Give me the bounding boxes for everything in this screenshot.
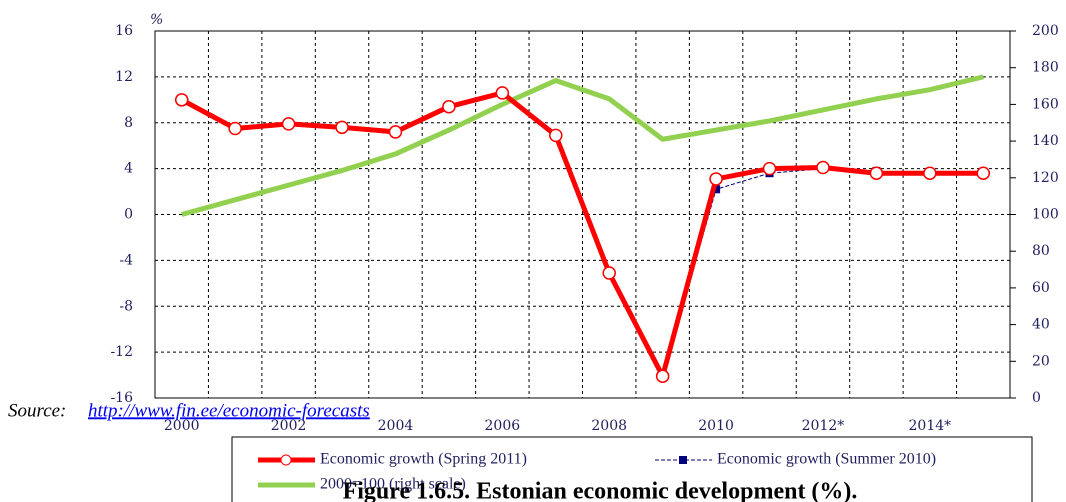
y2-tick-label: 100	[1032, 207, 1059, 223]
point	[495, 86, 510, 100]
y2-tick-label: 40	[1032, 317, 1050, 333]
y-tick-label: -12	[110, 344, 133, 360]
point	[712, 185, 721, 194]
point	[602, 266, 616, 280]
point	[335, 120, 349, 135]
point	[388, 125, 403, 139]
y2-tick-label: 60	[1032, 280, 1050, 296]
series-line	[181, 74, 984, 217]
y2-tick-label: 200	[1032, 23, 1059, 39]
x-tick-label: 2006	[485, 418, 521, 434]
legend-marker	[679, 456, 687, 464]
x-tick-label: 2002	[271, 418, 307, 434]
point	[228, 121, 242, 136]
legend-label: Economic growth (Summer 2010)	[717, 451, 936, 468]
y2-tick-label: 180	[1032, 60, 1059, 76]
y-tick-label: 4	[124, 161, 133, 177]
unit-label: %	[150, 12, 163, 28]
point	[976, 166, 991, 180]
y2-tick-label: 80	[1032, 243, 1050, 259]
source-link[interactable]: http://www.fin.ee/economic-forecasts	[88, 400, 370, 421]
legend-label: Economic growth (Spring 2011)	[320, 451, 527, 468]
x-tick-label: 2012*	[802, 418, 845, 434]
x-tick-label: 2014*	[909, 418, 952, 434]
y2-tick-label: 160	[1032, 96, 1059, 112]
y-tick-label: 0	[124, 207, 133, 223]
y-tick-label: -8	[119, 298, 133, 314]
y2-tick-label: 0	[1032, 390, 1041, 406]
plot-frame	[154, 30, 1011, 399]
x-tick-label: 2010	[698, 418, 734, 434]
y2-tick-label: 140	[1032, 133, 1059, 149]
point	[816, 160, 830, 175]
y-tick-label: 12	[115, 69, 133, 85]
y2-tick-label: 120	[1032, 170, 1059, 186]
point	[174, 93, 189, 107]
point	[442, 99, 456, 114]
legend-box	[231, 436, 1033, 502]
point	[281, 117, 296, 131]
y-tick-label: -4	[119, 252, 133, 268]
x-tick-label: 2008	[591, 418, 627, 434]
y-tick-label: 8	[124, 115, 133, 131]
point	[923, 166, 937, 180]
legend-label: 2000=100 (right scale)	[320, 476, 466, 493]
point	[762, 161, 777, 176]
y2-tick-label: 20	[1032, 353, 1050, 369]
source-label: Source:	[8, 400, 66, 421]
point	[549, 128, 563, 143]
x-tick-label: 2000	[164, 418, 200, 434]
series-line	[180, 90, 984, 379]
point	[655, 369, 670, 383]
legend-marker	[280, 454, 292, 466]
y-tick-label: -16	[110, 390, 133, 406]
x-tick-label: 2004	[378, 418, 414, 434]
point	[869, 166, 884, 180]
y-tick-label: 16	[115, 23, 133, 39]
point	[709, 172, 723, 186]
caption: Figure 1.6.5. Estonian economic developm…	[343, 479, 858, 502]
